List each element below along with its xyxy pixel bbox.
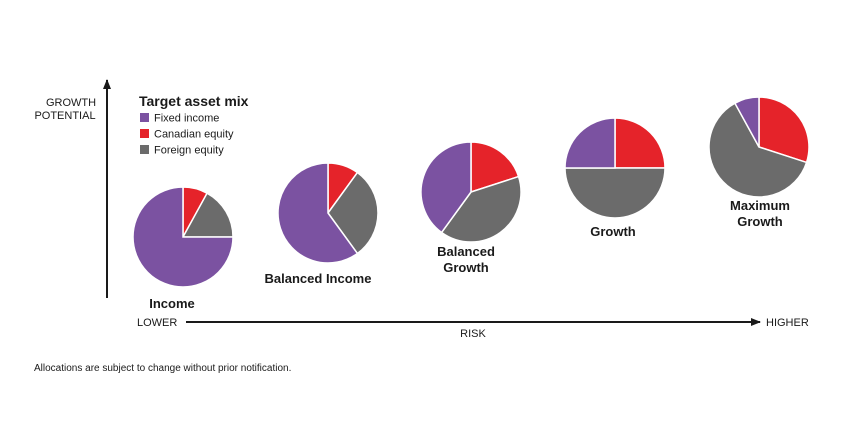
pie-slice-balanced-growth-fixed-income [420,141,472,234]
x-axis-label: RISK [460,328,486,340]
pie-slice-maximum-growth-canadian-equity [758,96,810,164]
pie-label-balanced-income: Balanced Income [265,271,372,286]
legend-title: Target asset mix [139,93,249,109]
x-axis-low-label: LOWER [137,317,177,329]
legend-swatch-canadian-equity [140,129,149,138]
y-axis-label-line1: GROWTH [46,97,96,109]
pie-slice-growth-canadian-equity [614,117,666,169]
legend: Fixed income Canadian equity Foreign equit… [140,113,234,157]
pie-slice-income-fixed-income [132,186,234,288]
pie-group: Income Balanced Income Balanced Growth Growt… [132,96,810,311]
pie-slice-balanced-income-fixed-income [277,162,359,264]
legend-swatch-fixed-income [140,113,149,122]
legend-swatch-foreign-equity [140,145,149,154]
pie-slice-balanced-income-foreign-equity [327,171,379,255]
pie-slice-balanced-growth-foreign-equity [440,175,522,243]
y-axis-label-line2: POTENTIAL [34,110,95,122]
footnote: Allocations are subject to change withou… [34,363,291,374]
pie-label-income: Income [149,296,195,311]
pie-label-growth: Growth [590,224,636,239]
pie-slice-maximum-growth-fixed-income [733,96,760,148]
legend-label-fixed-income: Fixed income [154,113,219,125]
pie-slice-growth-fixed-income [564,117,616,169]
legend-label-foreign-equity: Foreign equity [154,145,224,157]
pie-slice-income-foreign-equity [181,192,234,238]
pie-label-maximum-growth: Maximum Growth [730,198,790,229]
x-axis-high-label: HIGHER [766,317,809,329]
pie-slice-growth-foreign-equity [564,167,666,219]
pie-slice-balanced-growth-canadian-equity [470,141,520,194]
legend-label-canadian-equity: Canadian equity [154,129,234,141]
pie-label-balanced-growth: Balanced Growth [437,244,495,275]
pie-slice-maximum-growth-foreign-equity [708,102,808,198]
